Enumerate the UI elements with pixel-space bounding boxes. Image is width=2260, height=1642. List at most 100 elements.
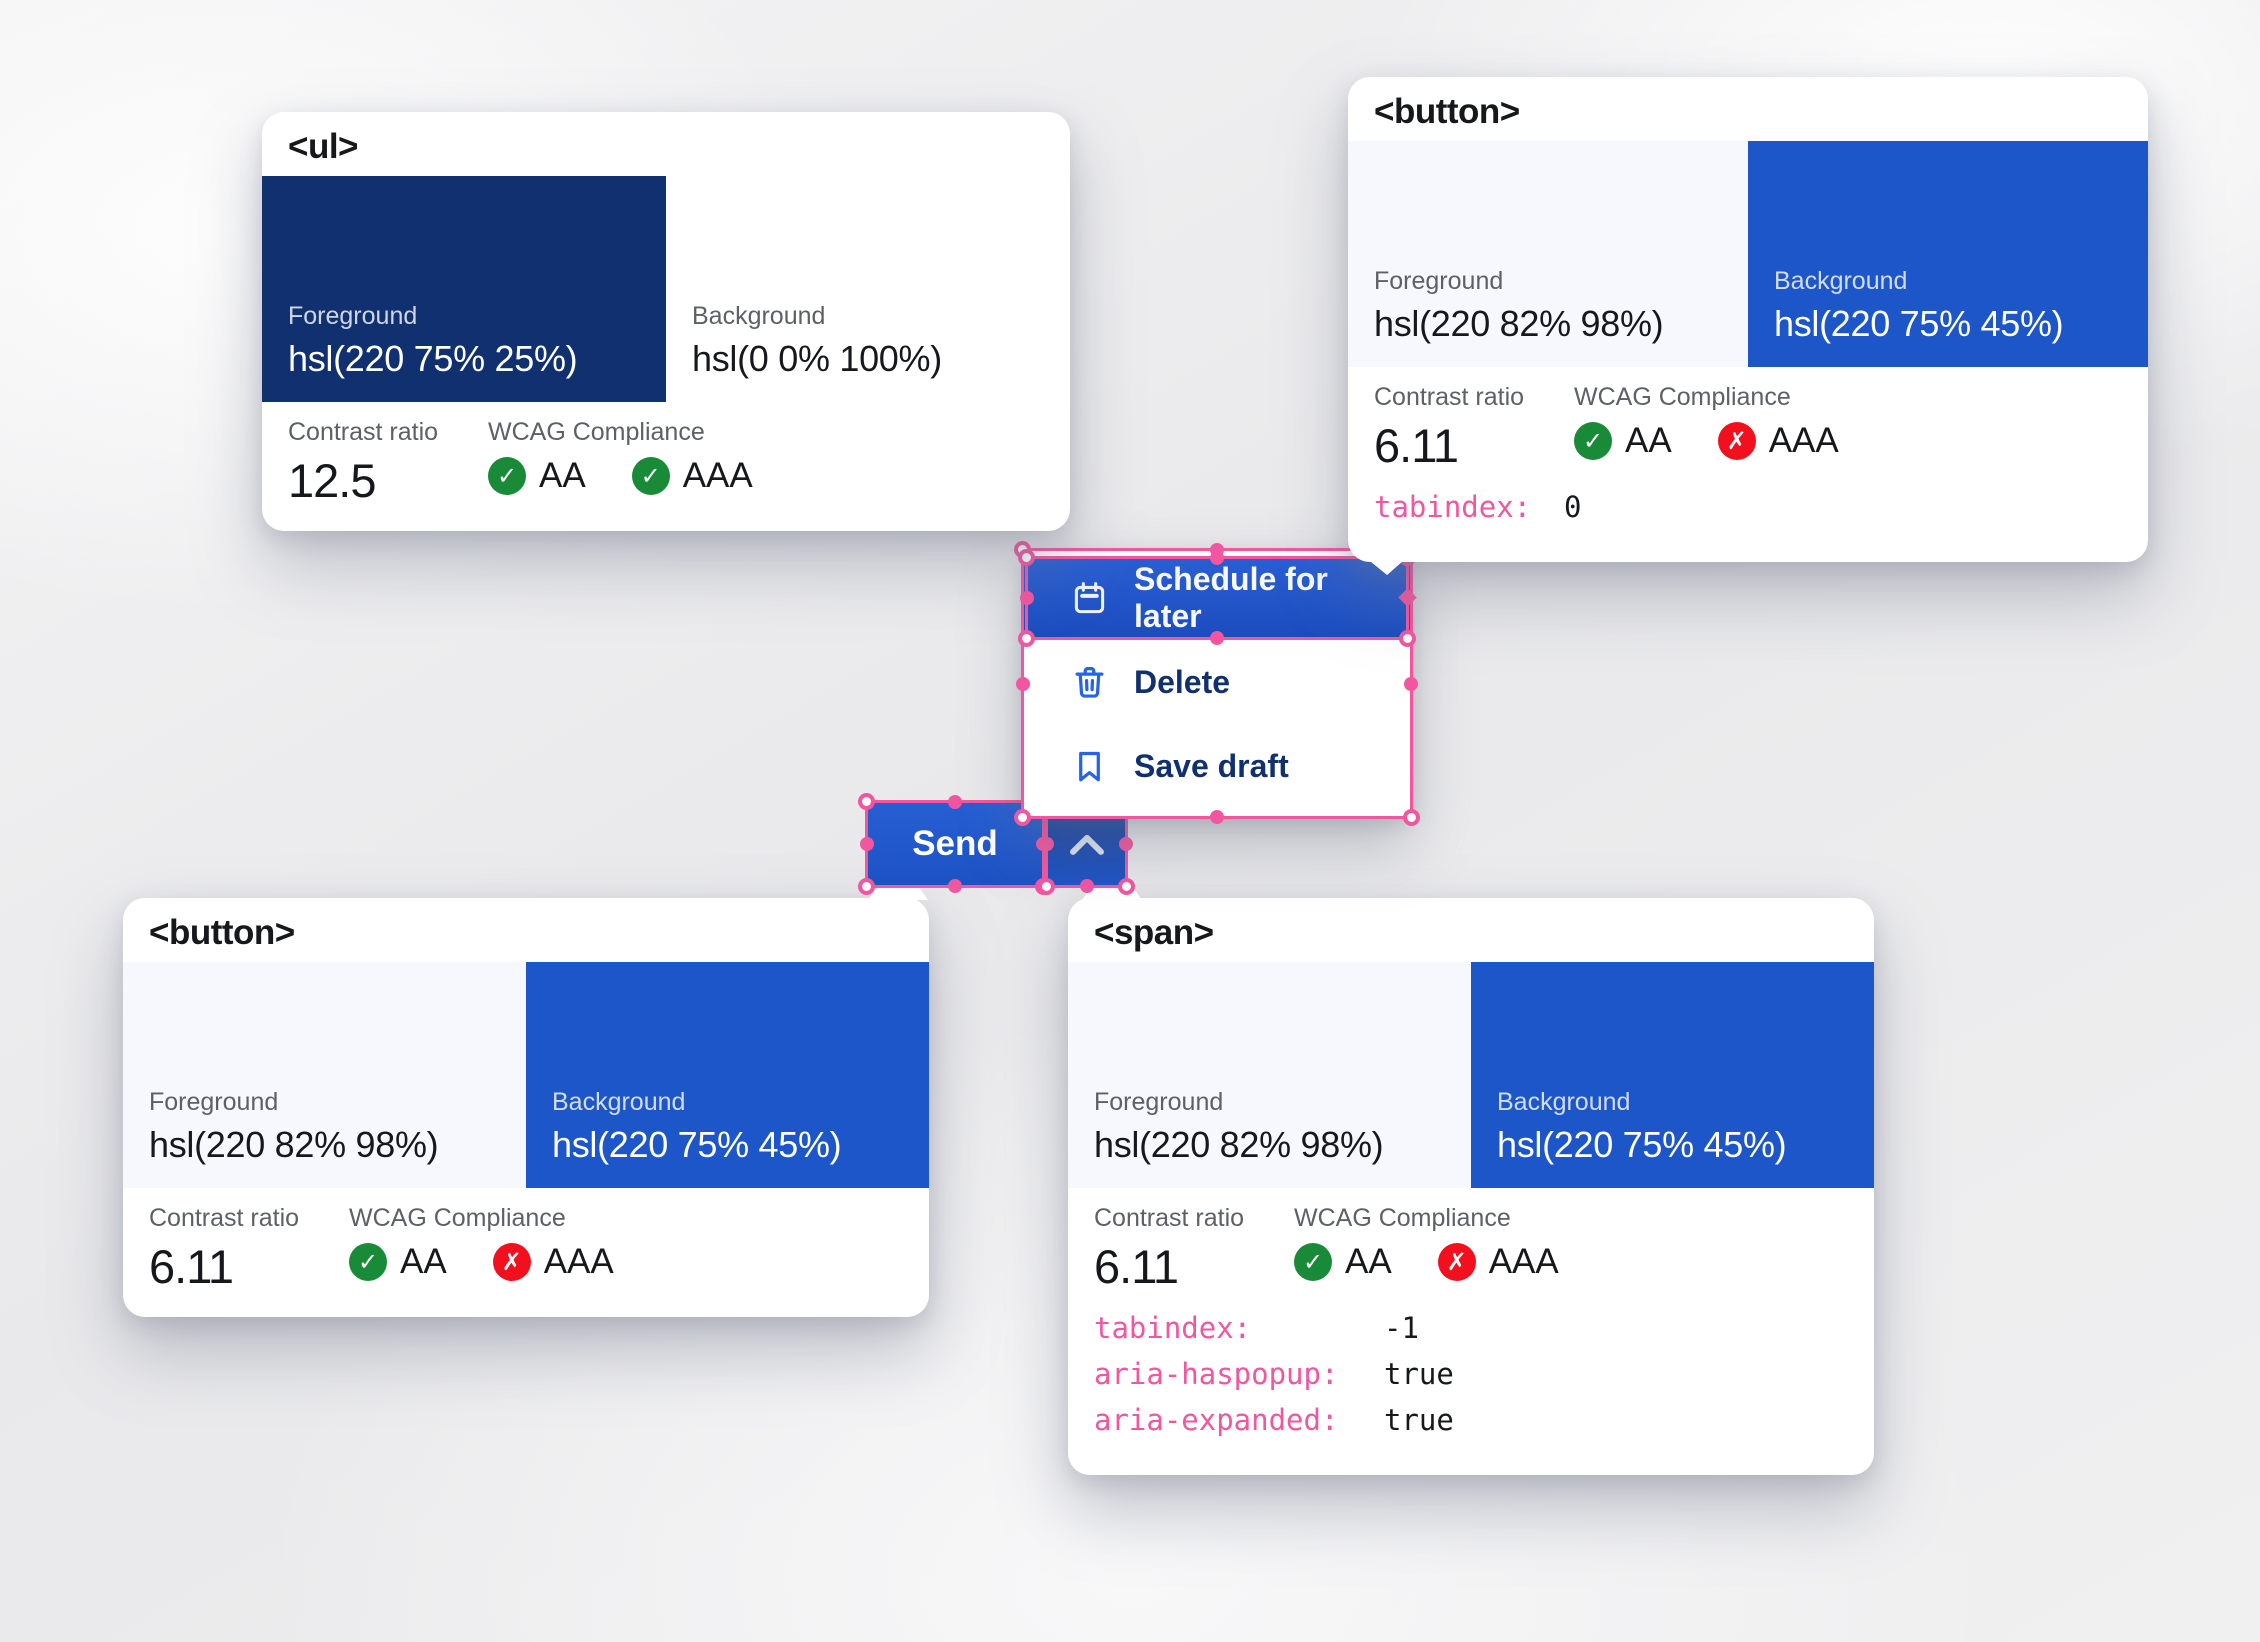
- swatch-row: Foreground hsl(220 82% 98%) Background h…: [1348, 141, 2148, 367]
- contrast-ratio-value: 6.11: [1094, 1240, 1179, 1293]
- wcag-badges: AA AAA: [488, 456, 753, 496]
- attribute-key: aria-haspopup:: [1094, 1357, 1339, 1392]
- contrast-ratio-value: 6.11: [149, 1240, 234, 1293]
- contrast-footer: Contrast ratio 12.5 WCAG Compliance AA A…: [262, 402, 1070, 531]
- wcag-aa-badge: AA: [1574, 421, 1672, 461]
- wcag-aa-badge: AA: [349, 1242, 447, 1282]
- background-swatch: Background hsl(0 0% 100%): [666, 176, 1070, 402]
- wcag-aaa-badge: AAA: [631, 456, 753, 496]
- attribute-value: -1: [1384, 1311, 1419, 1346]
- wcag-badges: AA AAA: [349, 1242, 614, 1282]
- contrast-ratio-label: Contrast ratio: [1374, 383, 1525, 411]
- foreground-label: Foreground: [1374, 267, 1504, 295]
- foreground-value: hsl(220 82% 98%): [1094, 1124, 1384, 1165]
- foreground-swatch: Foreground hsl(220 82% 98%): [1348, 141, 1748, 367]
- background-value: hsl(220 75% 45%): [1497, 1124, 1787, 1165]
- element-tag-label: <button>: [149, 913, 295, 952]
- element-tag-label: <button>: [1374, 92, 1520, 131]
- send-button[interactable]: Send: [865, 800, 1045, 888]
- element-tag-label: <span>: [1094, 913, 1214, 952]
- menu-item-label: Save draft: [1134, 747, 1289, 784]
- menu-item-label: Delete: [1134, 663, 1231, 700]
- background-swatch: Background hsl(220 75% 45%): [1748, 141, 2148, 367]
- menu-item-delete[interactable]: Delete: [1021, 640, 1413, 724]
- wcag-compliance-label: WCAG Compliance: [349, 1204, 566, 1232]
- contrast-ratio-label: Contrast ratio: [149, 1204, 300, 1232]
- bookmark-icon: [1071, 748, 1108, 785]
- x-icon: [492, 1243, 531, 1281]
- wcag-aa-badge: AA: [1294, 1242, 1392, 1282]
- attribute-key: aria-expanded:: [1094, 1403, 1339, 1438]
- check-icon: [349, 1243, 387, 1281]
- background-label: Background: [692, 302, 826, 330]
- wcag-badges: AA AAA: [1294, 1242, 1559, 1282]
- background-label: Background: [552, 1088, 686, 1116]
- swatch-row: Foreground hsl(220 82% 98%) Background h…: [1068, 962, 1874, 1188]
- attribute-key: tabindex:: [1094, 1311, 1252, 1346]
- a11y-tooltip-card-button-top: <button> Foreground hsl(220 82% 98%) Bac…: [1348, 77, 2148, 563]
- a11y-tooltip-card-span: <span> Foreground hsl(220 82% 98%) Backg…: [1068, 898, 1874, 1476]
- contrast-footer: Contrast ratio 6.11 WCAG Compliance AA A…: [1348, 367, 2148, 472]
- wcag-aa-badge: AA: [488, 456, 586, 496]
- attribute-value: true: [1384, 1357, 1454, 1392]
- chevron-up-icon: [1066, 830, 1108, 858]
- x-icon: [1717, 422, 1756, 460]
- foreground-label: Foreground: [1094, 1088, 1224, 1116]
- contrast-ratio-label: Contrast ratio: [1094, 1204, 1245, 1232]
- foreground-value: hsl(220 82% 98%): [1374, 303, 1664, 344]
- wcag-compliance-label: WCAG Compliance: [488, 418, 705, 446]
- attribute-row: tabindex: -1: [1094, 1305, 1848, 1351]
- foreground-value: hsl(220 82% 98%): [149, 1124, 439, 1165]
- attribute-row: tabindex: 0: [1374, 484, 2122, 530]
- foreground-value: hsl(220 75% 25%): [288, 338, 578, 379]
- foreground-swatch: Foreground hsl(220 75% 25%): [262, 176, 666, 402]
- contrast-ratio-value: 12.5: [288, 454, 376, 507]
- background-value: hsl(220 75% 45%): [552, 1124, 842, 1165]
- a11y-tooltip-card-button-bottom: <button> Foreground hsl(220 82% 98%) Bac…: [123, 898, 929, 1318]
- check-icon: [1294, 1243, 1332, 1281]
- contrast-footer: Contrast ratio 6.11 WCAG Compliance AA A…: [123, 1188, 929, 1317]
- check-icon: [1574, 422, 1612, 460]
- swatch-row: Foreground hsl(220 75% 25%) Background h…: [262, 176, 1070, 402]
- background-swatch: Background hsl(220 75% 45%): [1471, 962, 1874, 1188]
- background-label: Background: [1774, 267, 1908, 295]
- aria-attributes-list: tabindex: -1 aria-haspopup: true aria-ex…: [1068, 1293, 1874, 1475]
- wcag-compliance-label: WCAG Compliance: [1574, 383, 1791, 411]
- background-label: Background: [1497, 1088, 1631, 1116]
- element-tag-label: <ul>: [288, 127, 358, 166]
- swatch-row: Foreground hsl(220 82% 98%) Background h…: [123, 962, 929, 1188]
- background-swatch: Background hsl(220 75% 45%): [526, 962, 929, 1188]
- wcag-compliance-label: WCAG Compliance: [1294, 1204, 1511, 1232]
- attribute-value: 0: [1564, 490, 1582, 525]
- wcag-aaa-badge: AAA: [1717, 421, 1839, 461]
- wcag-aaa-badge: AAA: [492, 1242, 614, 1282]
- background-value: hsl(220 75% 45%): [1774, 303, 2064, 344]
- check-icon: [631, 457, 670, 495]
- x-icon: [1437, 1243, 1476, 1281]
- a11y-tooltip-card-ul: <ul> Foreground hsl(220 75% 25%) Backgro…: [262, 112, 1070, 532]
- check-icon: [488, 457, 526, 495]
- contrast-footer: Contrast ratio 6.11 WCAG Compliance AA A…: [1068, 1188, 1874, 1293]
- contrast-ratio-label: Contrast ratio: [288, 418, 439, 446]
- trash-icon: [1071, 664, 1108, 701]
- aria-attributes-list: tabindex: 0: [1348, 472, 2148, 562]
- attribute-row: aria-haspopup: true: [1094, 1351, 1848, 1397]
- foreground-label: Foreground: [149, 1088, 279, 1116]
- background-value: hsl(0 0% 100%): [692, 338, 942, 379]
- wcag-aaa-badge: AAA: [1437, 1242, 1559, 1282]
- foreground-swatch: Foreground hsl(220 82% 98%): [123, 962, 526, 1188]
- contrast-ratio-value: 6.11: [1374, 419, 1459, 472]
- attribute-row: aria-expanded: true: [1094, 1397, 1848, 1443]
- wcag-badges: AA AAA: [1574, 421, 1839, 461]
- attribute-value: true: [1384, 1403, 1454, 1438]
- send-options-menu: Schedule for later Delete Save draft: [1021, 548, 1413, 819]
- send-button-label: Send: [912, 824, 998, 863]
- foreground-swatch: Foreground hsl(220 82% 98%): [1068, 962, 1471, 1188]
- menu-item-save-draft[interactable]: Save draft: [1021, 724, 1413, 808]
- menu-item-label: Schedule for later: [1134, 561, 1328, 634]
- attribute-key: tabindex:: [1374, 490, 1532, 525]
- calendar-icon: [1071, 580, 1108, 617]
- menu-item-schedule-for-later[interactable]: Schedule for later: [1021, 556, 1413, 640]
- foreground-label: Foreground: [288, 302, 418, 330]
